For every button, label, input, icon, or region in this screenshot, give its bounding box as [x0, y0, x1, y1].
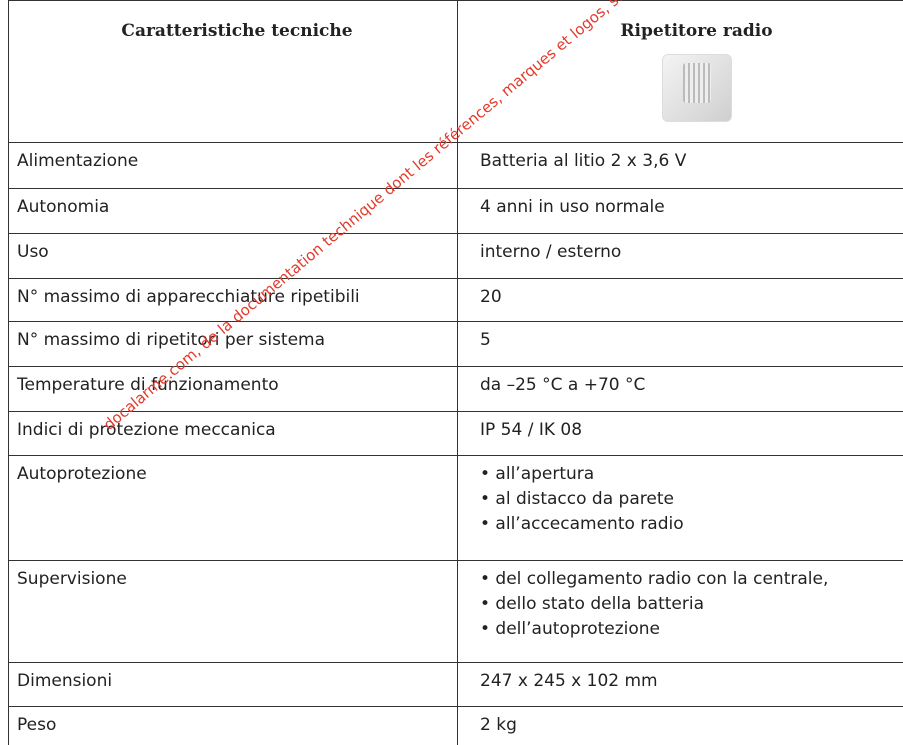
- table-row: Alimentazione Batteria al litio 2 x 3,6 V: [8, 142, 903, 189]
- header-cell: Ripetitore radio: [457, 0, 903, 143]
- value-cell: Batteria al litio 2 x 3,6 V: [457, 142, 903, 189]
- table-row: N° massimo di apparecchiature ripetibili…: [8, 278, 903, 322]
- value-line: Batteria al litio 2 x 3,6 V: [480, 151, 687, 171]
- value-line: 4 anni in uso normale: [480, 197, 665, 217]
- product-image: [661, 54, 732, 122]
- table-row: Supervisione • del collegamento radio con…: [8, 560, 903, 663]
- value-cell: da –25 °C a +70 °C: [457, 366, 903, 412]
- value-line: 5: [480, 330, 491, 350]
- value-line: • all’accecamento radio: [480, 514, 684, 534]
- label-cell: Uso: [8, 233, 458, 279]
- header-row: Caratteristiche tecniche Ripetitore radi…: [8, 0, 903, 143]
- label-cell: Autonomia: [8, 188, 458, 234]
- label-cell: Dimensioni: [8, 662, 458, 707]
- header-text: Ripetitore radio: [620, 21, 773, 41]
- value-line: 2 kg: [480, 715, 517, 735]
- value-line: IP 54 / IK 08: [480, 420, 583, 440]
- value-line: • dell’autoprotezione: [480, 619, 661, 639]
- value-line: 247 x 245 x 102 mm: [480, 671, 658, 691]
- value-cell: 5: [457, 321, 903, 367]
- label-cell: Autoprotezione: [8, 455, 458, 561]
- label-cell: Indici di protezione meccanica: [8, 411, 458, 456]
- value-cell: IP 54 / IK 08: [457, 411, 903, 456]
- value-line: 20: [480, 287, 502, 307]
- table-row: N° massimo di ripetitori per sistema 5: [8, 321, 903, 367]
- value-line: • all’apertura: [480, 464, 595, 484]
- value-cell: 20: [457, 278, 903, 322]
- label-cell: Peso: [8, 706, 458, 745]
- value-cell: interno / esterno: [457, 233, 903, 279]
- value-cell: 4 anni in uso normale: [457, 188, 903, 234]
- table-row: Autonomia 4 anni in uso normale: [8, 188, 903, 234]
- label-cell: Temperature di funzionamento: [8, 366, 458, 412]
- table-row: Uso interno / esterno: [8, 233, 903, 279]
- table-row: Autoprotezione • all’apertura • al distacc…: [8, 455, 903, 561]
- value-line: • dello stato della batteria: [480, 594, 704, 614]
- label-cell: N° massimo di apparecchiature ripetibili: [8, 278, 458, 322]
- table-row: Peso 2 kg: [8, 706, 903, 745]
- label-cell: Supervisione: [8, 560, 458, 663]
- value-line: • del collegamento radio con la centrale…: [480, 569, 829, 589]
- value-line: interno / esterno: [480, 242, 622, 262]
- spec-table: Caratteristiche tecniche Ripetitore radi…: [8, 0, 903, 745]
- table-row: Indici di protezione meccanica IP 54 / IK…: [8, 411, 903, 456]
- table-row: Temperature di funzionamento da –25 °C a …: [8, 366, 903, 412]
- value-line: da –25 °C a +70 °C: [480, 375, 646, 395]
- value-line: • al distacco da parete: [480, 489, 674, 509]
- header-cell: Caratteristiche tecniche: [8, 0, 458, 143]
- table-body: Alimentazione Batteria al litio 2 x 3,6 V…: [8, 142, 903, 745]
- value-cell: 2 kg: [457, 706, 903, 745]
- value-cell: • del collegamento radio con la centrale…: [457, 560, 903, 663]
- value-cell: • all’apertura • al distacco da parete • a…: [457, 455, 903, 561]
- value-cell: 247 x 245 x 102 mm: [457, 662, 903, 707]
- label-cell: Alimentazione: [8, 142, 458, 189]
- table-row: Dimensioni 247 x 245 x 102 mm: [8, 662, 903, 707]
